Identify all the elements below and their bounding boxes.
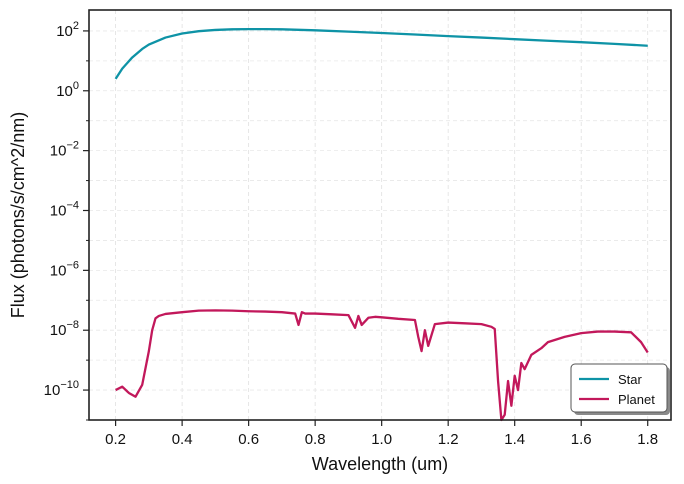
x-tick-label: 0.6 <box>238 431 259 448</box>
x-tick-label: 0.8 <box>305 431 326 448</box>
plot-frame <box>88 9 672 421</box>
legend-label: Star <box>618 372 643 387</box>
x-axis-label: Wavelength (um) <box>312 454 448 474</box>
y-axis-label: Flux (photons/s/cm^2/nm) <box>8 112 28 319</box>
y-tick-label: 10−2 <box>50 140 79 160</box>
ticks: 0.2 0.4 0.6 0.8 1.0 1.2 1.4 1.6 1.8 102 100 10−2 10−… <box>44 20 659 448</box>
x-tick-label: 1.6 <box>571 431 592 448</box>
x-tick-label: 0.2 <box>105 431 126 448</box>
y-tick-label: 10−4 <box>50 199 79 219</box>
series-line-star <box>114 27 648 80</box>
y-tick-label: 100 <box>56 80 79 100</box>
x-tick-label: 1.0 <box>371 431 392 448</box>
series-line-planet <box>115 309 649 422</box>
x-tick-label: 1.2 <box>438 431 459 448</box>
series-layer <box>114 27 649 422</box>
y-tick-label: 10−10 <box>44 379 79 399</box>
legend: Star Planet <box>570 363 670 415</box>
grid <box>89 10 671 421</box>
x-tick-label: 1.4 <box>504 431 525 448</box>
y-tick-label: 102 <box>56 20 79 40</box>
legend-label: Planet <box>618 392 655 407</box>
x-tick-label: 0.4 <box>172 431 193 448</box>
y-tick-label: 10−8 <box>50 319 79 339</box>
x-tick-label: 1.8 <box>637 431 658 448</box>
y-tick-label: 10−6 <box>50 259 79 279</box>
